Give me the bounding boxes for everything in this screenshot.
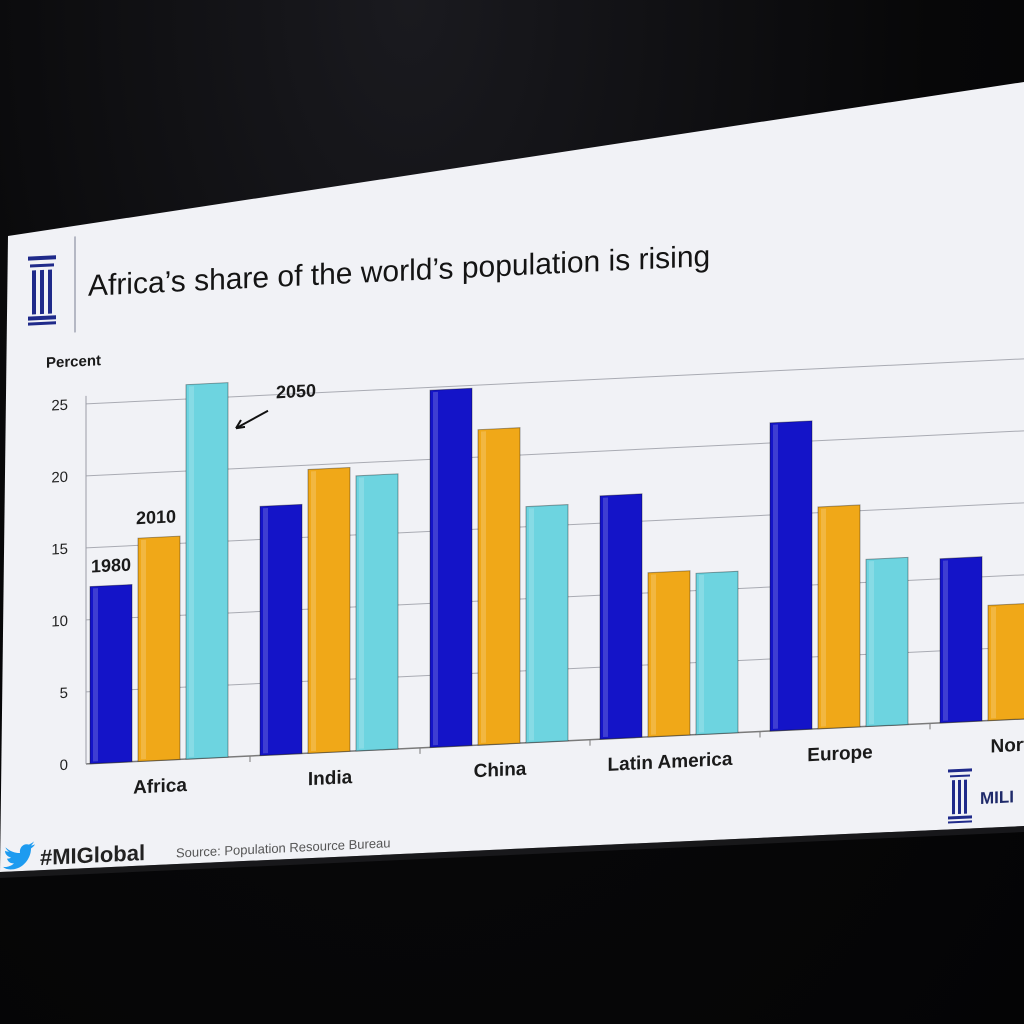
- bar-china-2050: [525, 504, 569, 744]
- annotation-arrow-line: [235, 409, 269, 430]
- bar-highlight-1-0: [263, 508, 268, 754]
- x-category-label: India: [308, 767, 353, 790]
- bar-india-2010: [307, 466, 351, 754]
- bar-africa-2010: [137, 535, 181, 762]
- x-category-label: Nort: [990, 735, 1024, 758]
- bar-highlight-3-2: [699, 574, 704, 733]
- twitter-bird-icon: [3, 841, 35, 870]
- bar-highlight-0-2: [189, 386, 194, 757]
- bar-nort-2010: [987, 602, 1024, 722]
- x-category-label: Europe: [807, 742, 872, 766]
- bar-europe-2010: [817, 504, 861, 730]
- bar-india-1980: [259, 503, 303, 757]
- y-tick-label-15: 15: [51, 541, 68, 559]
- bar-highlight-1-2: [359, 477, 364, 749]
- bar-china-1980: [429, 387, 473, 748]
- bar-highlight-2-0: [433, 391, 438, 746]
- bar-highlight-5-1: [991, 606, 996, 719]
- y-tick-label-25: 25: [51, 397, 68, 415]
- bar-africa-1980: [89, 584, 133, 765]
- bar-highlight-4-1: [821, 508, 826, 727]
- bar-europe-1980: [769, 420, 813, 732]
- bar-highlight-5-0: [943, 560, 948, 721]
- brand-column-logo-icon: [948, 768, 972, 824]
- y-tick-label-10: 10: [51, 613, 68, 631]
- hashtag-text: #MIGlobal: [40, 840, 145, 870]
- gridline-20: [86, 430, 1024, 477]
- slide-shadow-edge: [0, 826, 1024, 878]
- gridline-25: [86, 358, 1024, 405]
- bar-highlight-4-0: [773, 424, 778, 729]
- annotation-arrow-head: [235, 419, 246, 430]
- brand-text: MILI: [980, 787, 1014, 808]
- bar-highlight-3-0: [603, 497, 608, 738]
- annotation-1980: 1980: [91, 555, 131, 577]
- x-category-label: Africa: [133, 775, 187, 799]
- bar-latin-america-1980: [599, 493, 643, 740]
- bar-china-2010: [477, 427, 521, 746]
- title-divider: [74, 236, 76, 333]
- bar-highlight-1-1: [311, 471, 316, 752]
- y-tick-label-0: 0: [60, 757, 68, 774]
- institute-column-logo-icon: [28, 255, 56, 326]
- bar-highlight-4-2: [869, 561, 874, 725]
- bar-highlight-2-2: [529, 508, 534, 741]
- bar-latin-america-2050: [695, 570, 739, 736]
- x-category-label: China: [474, 759, 527, 783]
- bar-india-2050: [355, 473, 399, 752]
- bar-latin-america-2010: [647, 570, 691, 738]
- bar-highlight-0-1: [141, 539, 146, 760]
- bar-europe-2050: [865, 556, 909, 727]
- annotation-2010: 2010: [136, 506, 176, 528]
- bar-highlight-3-1: [651, 574, 656, 735]
- y-axis-label: Percent: [46, 352, 101, 372]
- y-tick-label-20: 20: [51, 469, 68, 487]
- y-tick-label-5: 5: [60, 685, 68, 702]
- bar-africa-2050: [185, 382, 229, 760]
- bar-highlight-2-1: [481, 431, 486, 743]
- annotation-2050: 2050: [276, 380, 316, 402]
- bar-nort-1980: [939, 556, 983, 724]
- bar-highlight-0-0: [93, 588, 98, 762]
